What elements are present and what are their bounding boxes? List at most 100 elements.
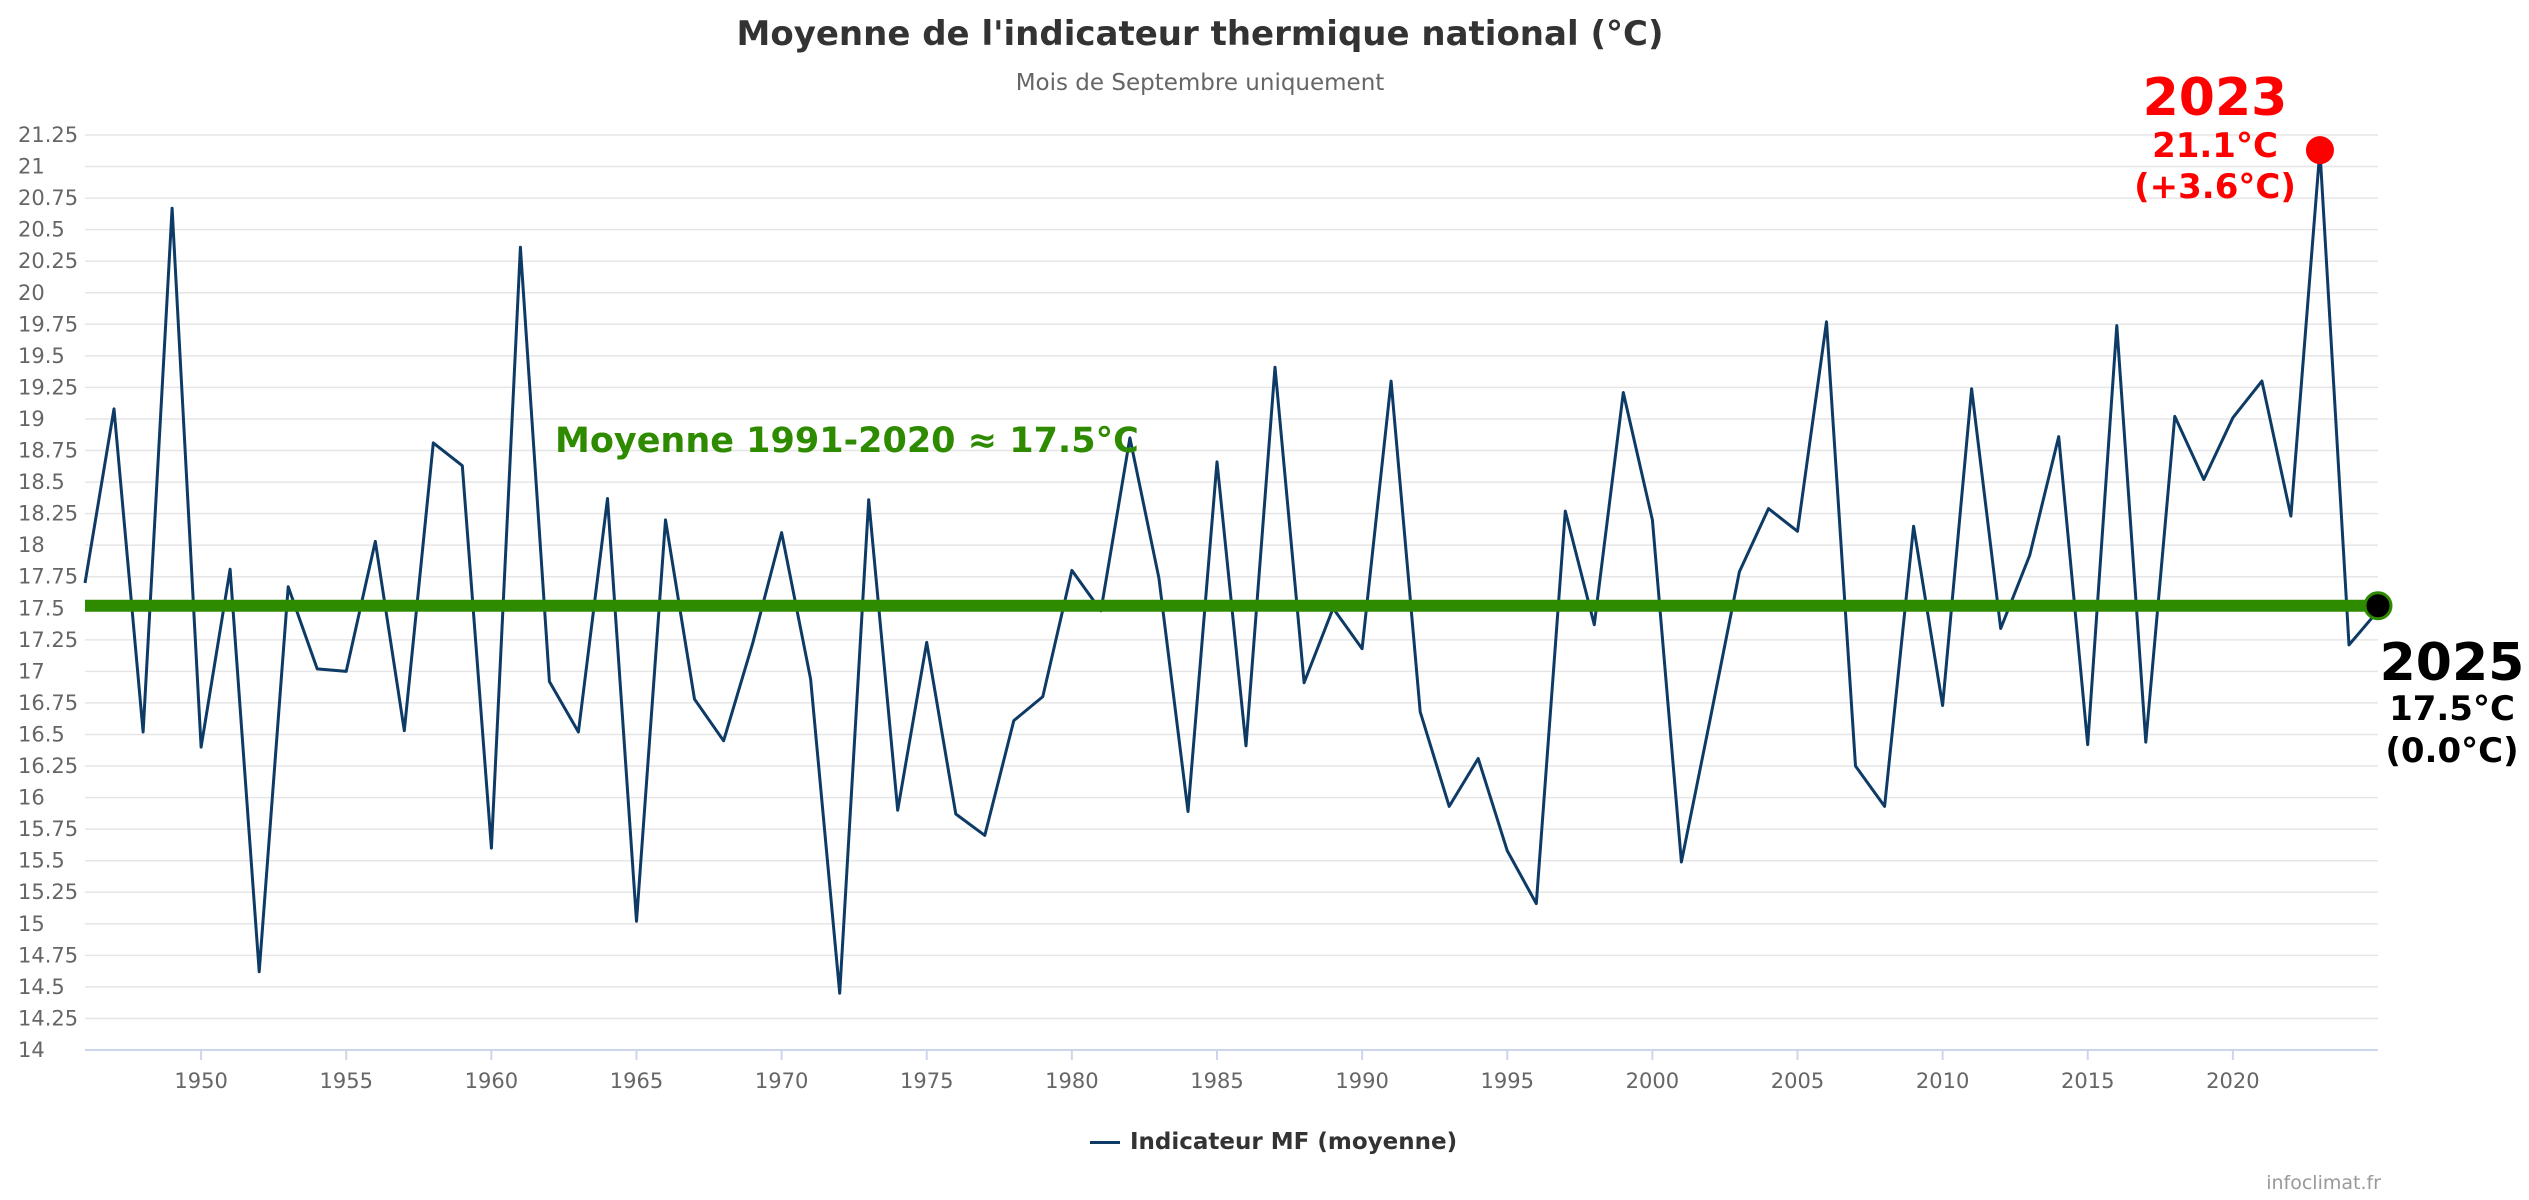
reference-layer: Moyenne 1991-2020 ≈ 17.5°C <box>85 421 2378 612</box>
data-point <box>751 642 755 646</box>
data-point <box>489 846 493 850</box>
y-tick-label: 15.75 <box>18 817 78 841</box>
data-point <box>983 833 987 837</box>
y-tick-label: 14 <box>18 1038 45 1062</box>
x-tick-label: 1975 <box>900 1069 953 1093</box>
data-point <box>1476 756 1480 760</box>
x-tick-label: 2005 <box>1771 1069 1824 1093</box>
y-tick-label: 14.75 <box>18 943 78 967</box>
data-point <box>1244 744 1248 748</box>
annotation-2023-value: 21.1°C <box>2152 126 2278 166</box>
annotation-2023-year: 2023 <box>2143 68 2288 128</box>
y-tick-label: 18.5 <box>18 470 65 494</box>
data-point <box>170 206 174 210</box>
y-tick-label: 20.75 <box>18 186 78 210</box>
x-tick-label: 2015 <box>2061 1069 2114 1093</box>
x-tick-label: 1980 <box>1045 1069 1098 1093</box>
y-tick-label: 20 <box>18 281 45 305</box>
data-point <box>867 498 871 502</box>
data-point <box>1795 529 1799 533</box>
data-point <box>1157 576 1161 580</box>
data-point <box>373 539 377 543</box>
data-point <box>1825 320 1829 324</box>
data-point <box>1592 623 1596 627</box>
x-tick-label: 1970 <box>755 1069 808 1093</box>
data-point <box>1389 379 1393 383</box>
data-point <box>1737 570 1741 574</box>
data-point <box>518 245 522 249</box>
data-point <box>605 496 609 500</box>
y-tick-label: 15 <box>18 912 45 936</box>
y-tick-label: 16.75 <box>18 691 78 715</box>
data-point <box>1679 860 1683 864</box>
y-tick-label: 17 <box>18 659 45 683</box>
chart-title: Moyenne de l'indicateur thermique nation… <box>736 14 1664 54</box>
x-tick-label: 1960 <box>465 1069 518 1093</box>
y-tick-label: 19.75 <box>18 312 78 336</box>
data-point <box>2115 324 2119 328</box>
data-point <box>1273 365 1277 369</box>
annotation-2025-anomaly: (0.0°C) <box>2385 731 2518 771</box>
data-point <box>576 730 580 734</box>
data-point <box>257 970 261 974</box>
chart-subtitle: Mois de Septembre uniquement <box>1015 70 1385 96</box>
x-tick-label: 2020 <box>2206 1069 2259 1093</box>
data-point <box>141 730 145 734</box>
y-tick-label: 20.5 <box>18 218 65 242</box>
data-point <box>896 808 900 812</box>
highlight-point-2023 <box>2305 136 2334 165</box>
data-point <box>1563 509 1567 513</box>
y-tick-label: 15.5 <box>18 849 65 873</box>
y-tick-label: 14.25 <box>18 1006 78 1030</box>
y-tick-label: 15.25 <box>18 880 78 904</box>
y-tick-label: 18.75 <box>18 439 78 463</box>
data-point <box>1360 647 1364 651</box>
data-point <box>344 669 348 673</box>
data-point <box>1766 507 1770 511</box>
data-point <box>780 531 784 535</box>
data-point <box>1883 804 1887 808</box>
data-point <box>1041 695 1045 699</box>
legend[interactable]: Indicateur MF (moyenne) <box>1090 1129 1457 1155</box>
highlight-point-2025 <box>2363 591 2393 621</box>
y-tick-label: 17.75 <box>18 565 78 589</box>
annotation-2025-value: 17.5°C <box>2389 689 2515 729</box>
series-line <box>83 148 2380 995</box>
data-point <box>1070 568 1074 572</box>
data-point <box>1941 703 1945 707</box>
data-point <box>1621 390 1625 394</box>
data-point <box>2144 740 2148 744</box>
y-tick-label: 18 <box>18 533 45 557</box>
y-tick-label: 17.5 <box>18 596 65 620</box>
data-point <box>1418 710 1422 714</box>
x-tick-label: 1955 <box>320 1069 373 1093</box>
y-tick-label: 18.25 <box>18 502 78 526</box>
data-point <box>2202 478 2206 482</box>
data-point <box>547 679 551 683</box>
y-tick-label: 16.5 <box>18 722 65 746</box>
y-tick-label: 19.5 <box>18 344 65 368</box>
data-point <box>315 667 319 671</box>
annotation-2023-anomaly: (+3.6°C) <box>2134 167 2296 207</box>
x-tick-label: 1995 <box>1481 1069 1534 1093</box>
data-point <box>722 739 726 743</box>
data-point <box>2086 743 2090 747</box>
x-tick-label: 1990 <box>1335 1069 1388 1093</box>
series-layer <box>83 148 2380 995</box>
x-tick-label: 1965 <box>610 1069 663 1093</box>
data-point <box>925 640 929 644</box>
x-tick-label: 2010 <box>1916 1069 1969 1093</box>
grid-layer <box>85 134 2378 1051</box>
y-tick-label: 19 <box>18 407 45 431</box>
data-point <box>228 567 232 571</box>
y-tick-label: 21.25 <box>18 123 78 147</box>
data-point <box>693 697 697 701</box>
credits-link[interactable]: infoclimat.fr <box>2266 1172 2381 1194</box>
data-point <box>2260 379 2264 383</box>
data-point <box>1912 524 1916 528</box>
data-point <box>1708 716 1712 720</box>
legend-label: Indicateur MF (moyenne) <box>1130 1129 1458 1155</box>
data-point <box>1970 387 1974 391</box>
x-tick-label: 1950 <box>174 1069 227 1093</box>
